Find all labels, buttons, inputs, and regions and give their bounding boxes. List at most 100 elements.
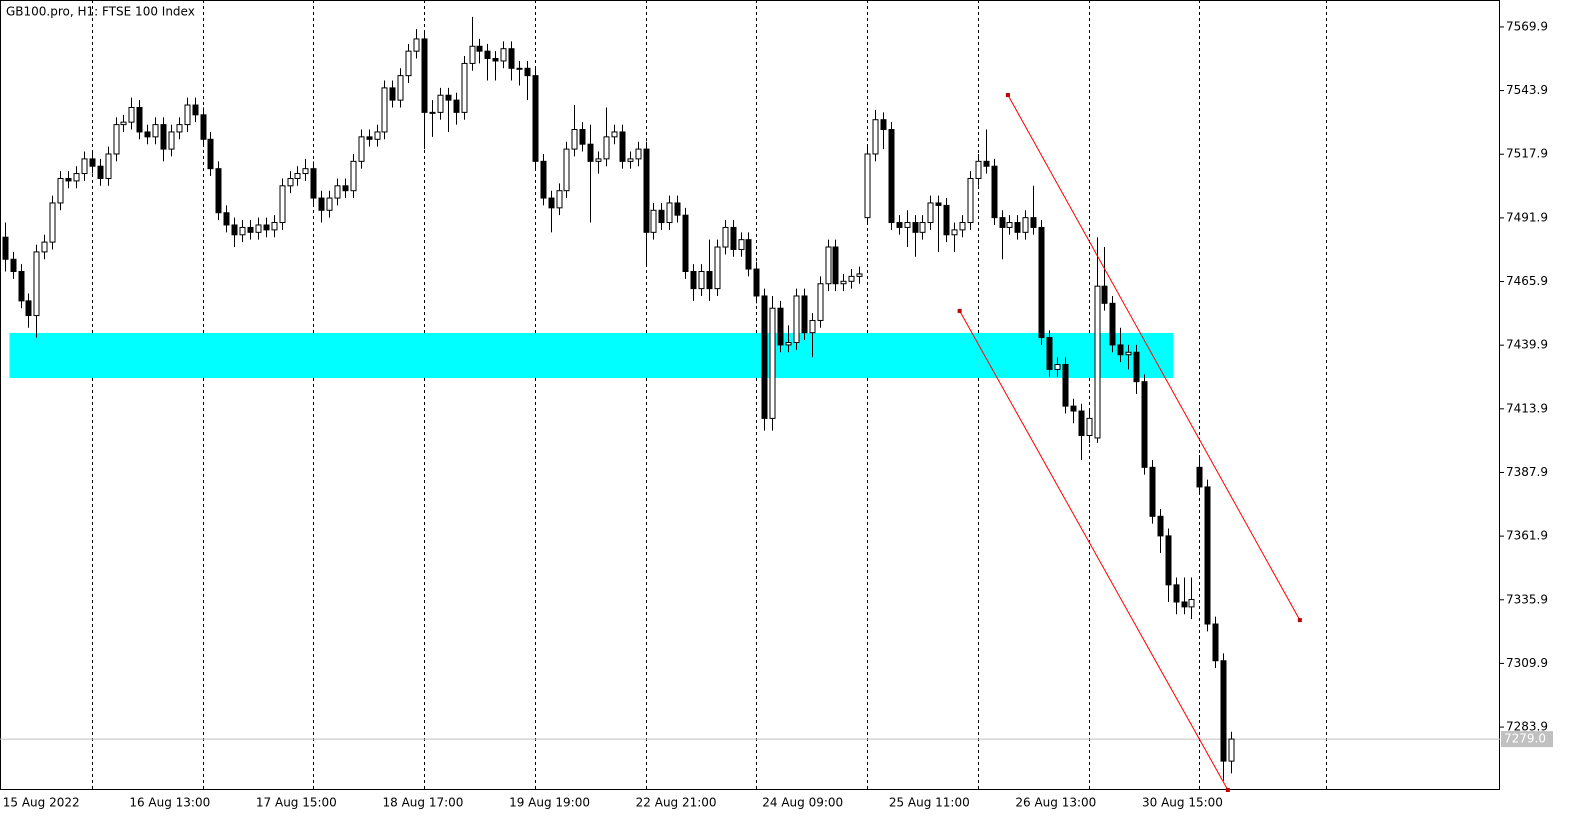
candle-body [540,160,547,199]
candle-body [1006,222,1013,228]
plot-layer [0,0,1504,792]
candle-body [484,50,491,60]
x-tick-label: 15 Aug 2022 [3,796,80,810]
candle-body [41,241,48,253]
candle-body [310,168,317,199]
candle-body [1125,351,1132,356]
candle-body [524,67,531,77]
candle-body [935,202,942,206]
candle-body [603,136,610,160]
candle-body [832,246,839,285]
y-tick-label: 7569.9 [1506,19,1548,33]
x-tick-label: 26 Aug 13:00 [1015,796,1096,810]
x-tick-label: 24 Aug 09:00 [762,796,843,810]
candle-body [761,295,768,419]
candle-body [207,138,214,170]
candle-body [1014,222,1021,233]
candle-body [184,104,191,126]
candle-body [951,229,958,236]
candle-body [231,224,238,236]
candle-body [469,45,476,64]
candle-body [1188,599,1195,608]
candle-body [318,197,325,211]
candle-body [983,160,990,167]
candle-body [389,87,396,101]
candle-body [1181,601,1188,608]
chart-title: GB100.pro, H1: FTSE 100 Index [6,5,195,19]
candle-body [358,136,365,162]
candle-body [817,283,824,321]
candle-body [579,129,586,145]
candle-body [532,75,539,162]
candle-body [271,222,278,231]
candle-body [152,124,159,138]
candle-body [2,236,9,260]
y-tick-label: 7387.9 [1506,465,1548,479]
candle-body [1204,486,1211,625]
trendline-anchor [1297,618,1302,623]
candle-body [714,246,721,290]
candle-body [627,158,634,162]
candle-body [682,214,689,272]
last-price-box [1501,731,1553,748]
candle-body [461,62,468,113]
candle-body [168,131,175,150]
candle-body [97,165,104,179]
candle-body [840,280,847,285]
y-tick-label: 7361.9 [1506,529,1548,543]
candle-body [1086,417,1093,437]
candle-body [1022,217,1029,233]
candle-body [1149,466,1156,517]
y-tick-label: 7413.9 [1506,401,1548,415]
candle-body [25,300,32,317]
candle-body [1117,344,1124,356]
candle-body [10,258,17,272]
candle-body [334,185,341,199]
x-tick-label: 30 Aug 15:00 [1142,796,1223,810]
candle-body [1141,381,1148,468]
candle-body [215,168,222,214]
candle-body [342,185,349,192]
candle-body [294,173,301,179]
candle-body [556,190,563,209]
candle-body [896,222,903,228]
candle-body [136,106,143,133]
trendline-anchor [957,308,962,313]
y-tick-label: 7543.9 [1506,83,1548,97]
candle-body [571,129,578,150]
candle-body [429,111,436,114]
candle-body [919,222,926,233]
y-tick-label: 7517.9 [1506,147,1548,161]
candle-body [611,131,618,138]
candle-body [239,226,246,236]
candle-body [128,106,135,123]
candle-body [374,131,381,140]
x-tick-label: 17 Aug 15:00 [256,796,337,810]
candle-body [880,119,887,131]
candle-body [801,295,808,334]
candle-body [587,143,594,162]
candle-body [1109,302,1116,346]
candle-body [650,209,657,233]
candle-body [785,341,792,346]
trendline-anchor [1005,92,1010,97]
y-tick-label: 7439.9 [1506,338,1548,352]
x-tick-label: 16 Aug 13:00 [129,796,210,810]
candle-body [57,177,64,204]
candle-body [595,158,602,162]
candle-body [1228,738,1235,762]
candle-body [1078,410,1085,437]
candle-body [1046,337,1053,370]
plot-frame [0,0,1500,790]
candle-body [49,202,56,243]
candle-body [405,50,412,77]
candle-body [1054,364,1061,370]
candle-body [975,160,982,179]
candle-body [753,268,760,297]
candle-body [160,124,167,150]
candle-body [1038,226,1045,339]
candle-body [635,148,642,160]
candle-body [73,173,80,182]
candle-body [698,270,705,290]
y-tick-label: 7465.9 [1506,274,1548,288]
